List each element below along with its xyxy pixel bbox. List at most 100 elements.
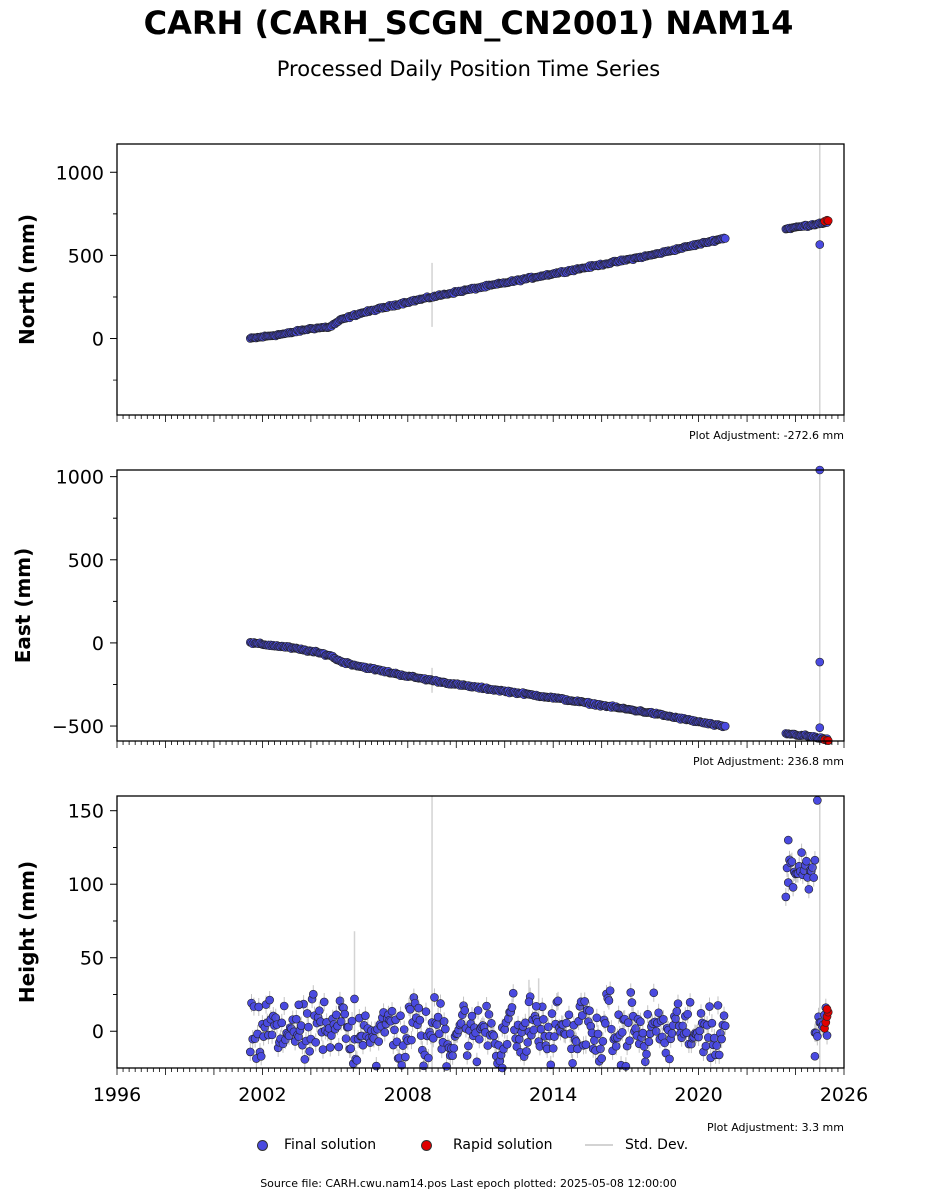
final-solution-point [696,1009,706,1018]
final-solution-point [405,1005,415,1014]
final-solution-point [810,855,820,865]
final-solution-point [277,1018,287,1028]
final-solution-point [665,1054,674,1064]
final-solution-point [401,1052,410,1062]
legend-rapid: Rapid solution [421,1137,553,1153]
final-solution-point [387,1006,397,1016]
final-solution-point [347,1016,357,1026]
final-solution-point [489,1031,499,1041]
final-solution-point [667,1029,677,1038]
final-solution-point [254,1002,264,1012]
final-solution-point [448,1051,457,1061]
final-solution-point [720,1021,730,1031]
source-footer: Source file: CARH.cwu.nam14.pos Last epo… [260,1177,677,1190]
final-solution-point [643,1009,653,1019]
final-solution-point [318,1045,328,1054]
final-solution-point [336,1017,346,1026]
final-solution-point [304,1022,313,1032]
final-solution-point [523,1038,533,1047]
final-solution-point [624,1018,633,1027]
final-solution-point [500,1025,510,1034]
final-solution-point [472,1057,482,1067]
y-axis-label: North (mm) [15,214,39,345]
final-solution-point [245,1047,255,1057]
final-solution-point [392,1037,402,1047]
final-solution-point [546,1060,556,1070]
final-solution-point [813,1032,822,1041]
chart-title: CARH (CARH_SCGN_CN2001) NAM14 [143,4,794,42]
final-solution-point [683,1009,692,1019]
final-solution-point [294,1000,304,1010]
chart-subtitle: Processed Daily Position Time Series [276,57,661,81]
plot-adjustment-label: Plot Adjustment: 236.8 mm [693,755,844,768]
y-tick-label: 0 [92,1021,104,1043]
final-solution-point [649,988,659,998]
final-solution-point [308,989,318,999]
final-solution-point [292,1014,301,1024]
plot-frame [116,469,845,742]
final-solution-point [685,997,695,1007]
y-tick-label: −500 [52,716,104,738]
final-solution-point [439,1017,449,1026]
final-solution-point [673,999,683,1008]
y-tick-label: 150 [68,801,104,823]
final-solution-point [467,1011,477,1021]
final-solution-point [311,1038,321,1047]
x-tick-label: 2026 [820,1084,868,1106]
final-solution-point [705,1002,714,1011]
final-solution-point [380,1028,390,1037]
final-solution-point [788,883,798,892]
final-solution-point [428,1034,438,1043]
final-solution-point [396,1011,405,1020]
final-solution-point [720,721,730,731]
legend-final-label: Final solution [284,1137,377,1153]
final-solution-point [642,1049,651,1059]
final-solution-point [593,1029,603,1039]
final-solution-point [319,997,329,1007]
final-solution-point [449,1043,459,1053]
final-solution-point [350,994,359,1004]
final-solution-point [507,1003,517,1012]
final-solution-point [539,1015,548,1024]
final-solution-point [717,1034,726,1044]
final-solution-point [531,1001,541,1011]
final-solution-point [644,1037,654,1046]
final-solution-point [625,1036,634,1046]
final-solution-point [430,993,439,1002]
final-solution-point [256,1052,266,1061]
final-solution-point [815,657,825,667]
final-solution-point [553,996,563,1006]
x-tick-label: 2014 [529,1084,577,1106]
plot-adjustment-label: Plot Adjustment: 3.3 mm [707,1121,844,1134]
final-solution-point [340,1009,350,1019]
final-solution-point [433,1012,443,1022]
final-solution-point [524,997,534,1007]
final-solution-point [325,1043,335,1052]
final-solution-point [352,1056,362,1065]
final-solution-point [522,1047,531,1056]
y-tick-label: 100 [68,874,104,896]
legend-stddev-label: Std. Dev. [625,1137,689,1153]
std-dev-line-icon [585,1144,613,1146]
x-tick-label: 2002 [238,1084,286,1106]
final-solution-point [361,1011,370,1020]
final-solution-point [300,1055,310,1064]
final-solution-point [822,1031,832,1040]
x-tick-label: 2008 [384,1084,432,1106]
final-solution-point [810,1051,820,1061]
final-solution-point [265,995,274,1005]
final-solution-point [550,1032,559,1041]
final-solution-point [804,884,814,894]
final-solution-point [315,1006,324,1016]
final-solution-point [671,1014,680,1024]
final-solution-point [421,1007,431,1016]
final-solution-point [605,986,615,995]
final-solution-point [564,1010,574,1020]
final-solution-point [464,1041,473,1051]
final-solution-point [719,1011,729,1020]
final-solution-point [611,1041,621,1051]
final-solution-point [571,1037,581,1046]
final-solution-point [358,1040,368,1050]
final-solution-point [707,1018,717,1028]
